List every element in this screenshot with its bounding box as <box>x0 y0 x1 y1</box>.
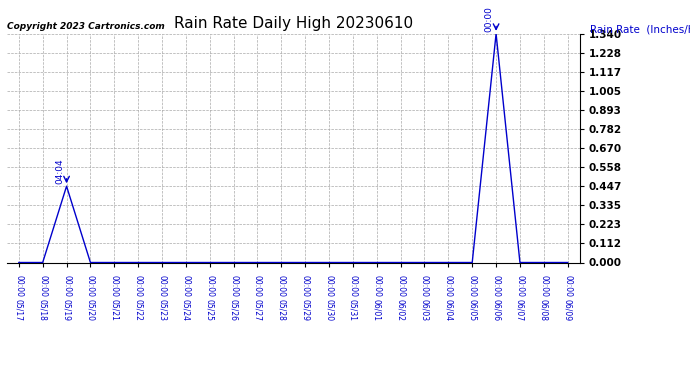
Text: 05/24: 05/24 <box>181 299 190 321</box>
Text: 05/19: 05/19 <box>62 299 71 321</box>
Text: 05/22: 05/22 <box>134 299 143 321</box>
Text: 05/29: 05/29 <box>301 299 310 321</box>
Text: 06/05: 06/05 <box>468 299 477 321</box>
Text: 00:00: 00:00 <box>110 275 119 297</box>
Text: Rain Rate  (Inches/Hour): Rain Rate (Inches/Hour) <box>590 24 690 34</box>
Text: 00:00: 00:00 <box>420 275 429 297</box>
Text: 00:00: 00:00 <box>491 275 500 297</box>
Text: 05/23: 05/23 <box>157 299 166 321</box>
Text: 05/27: 05/27 <box>253 299 262 321</box>
Text: 06/02: 06/02 <box>396 299 405 321</box>
Text: 05/17: 05/17 <box>14 299 23 321</box>
Text: 00:00: 00:00 <box>324 275 333 297</box>
Text: 00:00: 00:00 <box>205 275 214 297</box>
Text: 00:00: 00:00 <box>134 275 143 297</box>
Text: 06/06: 06/06 <box>491 299 500 321</box>
Text: 00:00: 00:00 <box>277 275 286 297</box>
Text: 00:00: 00:00 <box>253 275 262 297</box>
Text: 00:00: 00:00 <box>515 275 524 297</box>
Text: 00:00: 00:00 <box>348 275 357 297</box>
Text: 00:00: 00:00 <box>86 275 95 297</box>
Text: 00:00: 00:00 <box>540 275 549 297</box>
Text: 00:00: 00:00 <box>444 275 453 297</box>
Text: 00:00: 00:00 <box>563 275 572 297</box>
Text: 06/04: 06/04 <box>444 299 453 321</box>
Text: Copyright 2023 Cartronics.com: Copyright 2023 Cartronics.com <box>7 22 165 32</box>
Text: 06/01: 06/01 <box>373 299 382 321</box>
Text: 00:00: 00:00 <box>301 275 310 297</box>
Text: 05/18: 05/18 <box>38 299 47 321</box>
Text: 05/20: 05/20 <box>86 299 95 321</box>
Text: 00:00: 00:00 <box>373 275 382 297</box>
Text: 00:00: 00:00 <box>229 275 238 297</box>
Text: 00:00: 00:00 <box>181 275 190 297</box>
Text: 06/09: 06/09 <box>563 299 572 321</box>
Title: Rain Rate Daily High 20230610: Rain Rate Daily High 20230610 <box>174 16 413 31</box>
Text: 05/31: 05/31 <box>348 299 357 321</box>
Text: 05/21: 05/21 <box>110 299 119 321</box>
Text: 00:00: 00:00 <box>62 275 71 297</box>
Text: 06/08: 06/08 <box>540 299 549 321</box>
Text: 00:00: 00:00 <box>468 275 477 297</box>
Text: 06/03: 06/03 <box>420 299 429 321</box>
Text: 04:04: 04:04 <box>55 159 64 184</box>
Text: 06/07: 06/07 <box>515 299 524 321</box>
Text: 05/25: 05/25 <box>205 299 214 321</box>
Text: 00:00: 00:00 <box>484 6 493 32</box>
Text: 05/26: 05/26 <box>229 299 238 321</box>
Text: 00:00: 00:00 <box>14 275 23 297</box>
Text: 05/30: 05/30 <box>324 299 333 321</box>
Text: 00:00: 00:00 <box>157 275 166 297</box>
Text: 05/28: 05/28 <box>277 299 286 321</box>
Text: 00:00: 00:00 <box>396 275 405 297</box>
Text: 00:00: 00:00 <box>38 275 47 297</box>
